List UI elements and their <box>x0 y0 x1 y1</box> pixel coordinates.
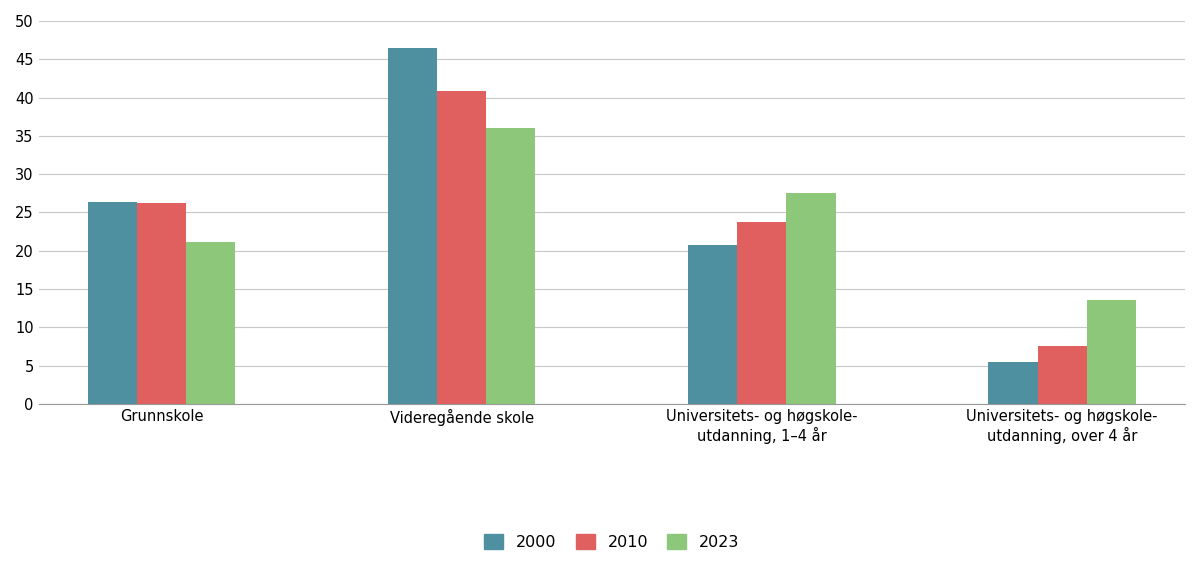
Bar <box>1038 346 1087 404</box>
Bar <box>1087 300 1136 404</box>
Legend: 2000, 2010, 2023: 2000, 2010, 2023 <box>484 535 739 550</box>
Bar <box>486 128 535 404</box>
Bar <box>989 362 1038 404</box>
Bar <box>186 242 235 404</box>
Bar <box>737 222 786 404</box>
Bar <box>137 203 186 404</box>
Bar <box>437 91 486 404</box>
Bar <box>388 48 437 404</box>
Bar <box>689 245 737 404</box>
Bar <box>88 202 137 404</box>
Bar <box>786 192 835 404</box>
